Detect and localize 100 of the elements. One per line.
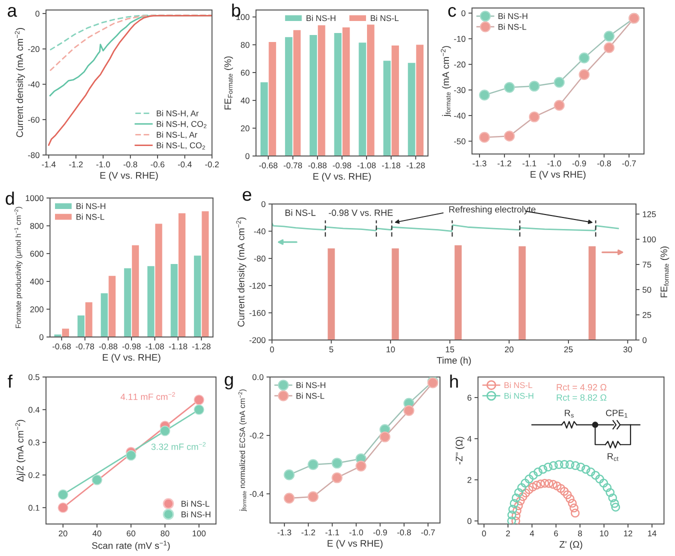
y-tick-label: -80: [28, 152, 40, 158]
y-tick-label: -10: [454, 36, 466, 42]
y-tick-label: 0.3: [28, 440, 40, 446]
x-tick-label: -0.68: [52, 343, 71, 350]
y-tick-label: -40: [28, 81, 40, 88]
chart-title: d: [6, 192, 14, 205]
y-axis-title: j$_{formate}$ (mA cm$^{−2}$): [440, 46, 451, 117]
x-axis-title: Z' (Ω): [560, 540, 582, 550]
annotation: Refreshing electrolyte: [449, 206, 536, 214]
x-axis-title: E (V vs. RHE): [102, 354, 160, 363]
y-tick-label: 0: [35, 10, 40, 17]
x-tick-label: 20: [504, 346, 514, 352]
legend-label: Bi NS-H: [498, 13, 528, 20]
y-axis-title: Δj/2 (mA cm$^{−2}$): [15, 420, 26, 482]
annotation: CPE$_{1}$: [606, 410, 628, 418]
x-tick-label: -1.18: [382, 162, 400, 168]
annotation: 4.11 mF cm$^{−2}$: [120, 392, 175, 400]
x-tick-label: -0.88: [99, 343, 118, 350]
y-tick-label: 0.4: [28, 406, 40, 413]
y-tick-label: 60: [240, 70, 250, 76]
x-tick-label: -1.2: [302, 529, 316, 536]
legend-label: Bi NS-H: [182, 511, 210, 518]
y2-axis-title: FE$_{formate}$ (%): [660, 246, 670, 298]
y-axis-title: Current density (mA cm$^{−2}$): [14, 28, 25, 138]
y-tick-label: 80: [240, 42, 250, 48]
x-tick-label: -0.6: [150, 161, 164, 168]
y-tick-label: 0: [261, 201, 266, 208]
y-tick-label: -0.2: [250, 432, 264, 438]
y-tick-label: -40: [254, 228, 266, 234]
x-tick-label: 25: [564, 346, 573, 352]
x-axis-title: E (V vs. RHE): [100, 172, 158, 181]
legend-label: Bi NS-H, CO$_{2}$: [156, 120, 206, 128]
x-tick-label: 12: [624, 530, 632, 536]
y-tick-label: -20: [454, 62, 466, 68]
x-axis-title: Time (h): [436, 356, 471, 366]
y-tick-label: -200: [249, 337, 266, 344]
x-tick-label: -0.7: [622, 160, 636, 166]
y-tick-label: -120: [249, 282, 266, 289]
y-axis-title: Current density (mA cm$^{−2}$): [236, 217, 246, 327]
y-tick-label: -40: [454, 112, 466, 119]
x-tick-label: -1.2: [498, 160, 512, 166]
x-tick-label: 30: [623, 346, 632, 352]
annotation: Rct = 4.92 Ω: [556, 384, 606, 390]
x-tick-label: 0: [270, 346, 274, 352]
y2-tick-label: 125: [642, 211, 656, 218]
chart-title: a: [8, 6, 18, 17]
y-axis-title: FE$_{Formate}$ (%): [224, 56, 233, 110]
y-tick-label: 0: [245, 153, 250, 160]
x-tick-label: 80: [160, 530, 170, 536]
annotation: Bi NS-L: [285, 209, 316, 216]
x-tick-label: -1.3: [278, 529, 292, 536]
y-tick-label: 0: [39, 334, 44, 340]
legend-label: Bi NS-L: [76, 214, 104, 220]
y-tick-label: 4: [467, 436, 472, 442]
x-tick-label: -0.88: [308, 162, 327, 168]
x-tick-label: -0.2: [205, 161, 219, 168]
annotation: 3.32 mF cm$^{−2}$: [151, 442, 206, 450]
x-tick-label: -1.18: [168, 343, 188, 350]
y-axis-title: -Z'' (Ω): [456, 436, 464, 464]
x-tick-label: 5: [329, 346, 334, 352]
legend-label: Bi NS-L: [504, 382, 532, 388]
y-tick-label: 0: [461, 10, 466, 16]
x-tick-label: -0.8: [124, 161, 138, 168]
y-tick-label: 0.1: [28, 504, 40, 511]
legend-label: Bi NS-H: [296, 382, 326, 388]
y2-tick-label: 25: [642, 312, 652, 318]
x-tick-label: -0.7: [421, 529, 435, 536]
x-tick-label: -1.4: [42, 162, 56, 168]
legend-label: Bi NS-L: [370, 15, 399, 22]
chart-title: e: [242, 190, 252, 201]
x-tick-label: 20: [58, 530, 68, 536]
y-tick-label: 20: [240, 125, 250, 132]
x-tick-label: -0.4: [178, 161, 192, 168]
x-tick-label: 100: [192, 530, 206, 536]
y-tick-label: 40: [240, 98, 250, 104]
y-tick-label: 0: [467, 518, 472, 524]
x-tick-label: 10: [386, 346, 395, 352]
legend-label: Bi NS-H: [504, 392, 534, 399]
y-tick-label: 1000: [26, 195, 44, 202]
legend-label: Bi NS-L, CO$_{2}$: [156, 142, 206, 150]
chart-title: c: [448, 6, 456, 17]
x-tick-label: 10: [600, 530, 608, 536]
x-tick-label: -0.78: [76, 343, 94, 350]
annotation: Rct = 8.82 Ω: [556, 394, 606, 401]
x-tick-label: -1.08: [357, 162, 376, 168]
x-tick-label: 2: [506, 530, 510, 536]
x-tick-label: 4: [530, 530, 534, 536]
x-axis-title: Scan rate (mV s$^{−1}$): [92, 540, 170, 551]
x-tick-label: -1.0: [349, 529, 364, 536]
x-tick-label: -0.9: [572, 160, 586, 166]
y-tick-label: 600: [30, 250, 44, 257]
y2-tick-label: 100: [642, 236, 656, 242]
annotation: R$_{ct}$: [608, 453, 618, 461]
x-tick-label: -1.28: [406, 162, 425, 168]
x-tick-label: -1.2: [69, 161, 83, 168]
y2-tick-label: 50: [642, 286, 652, 293]
x-tick-label: 6: [554, 530, 558, 536]
legend-label: Bi NS-L: [182, 500, 210, 507]
annotation: R$_{s}$: [564, 410, 574, 418]
y-tick-label: -160: [249, 310, 266, 316]
